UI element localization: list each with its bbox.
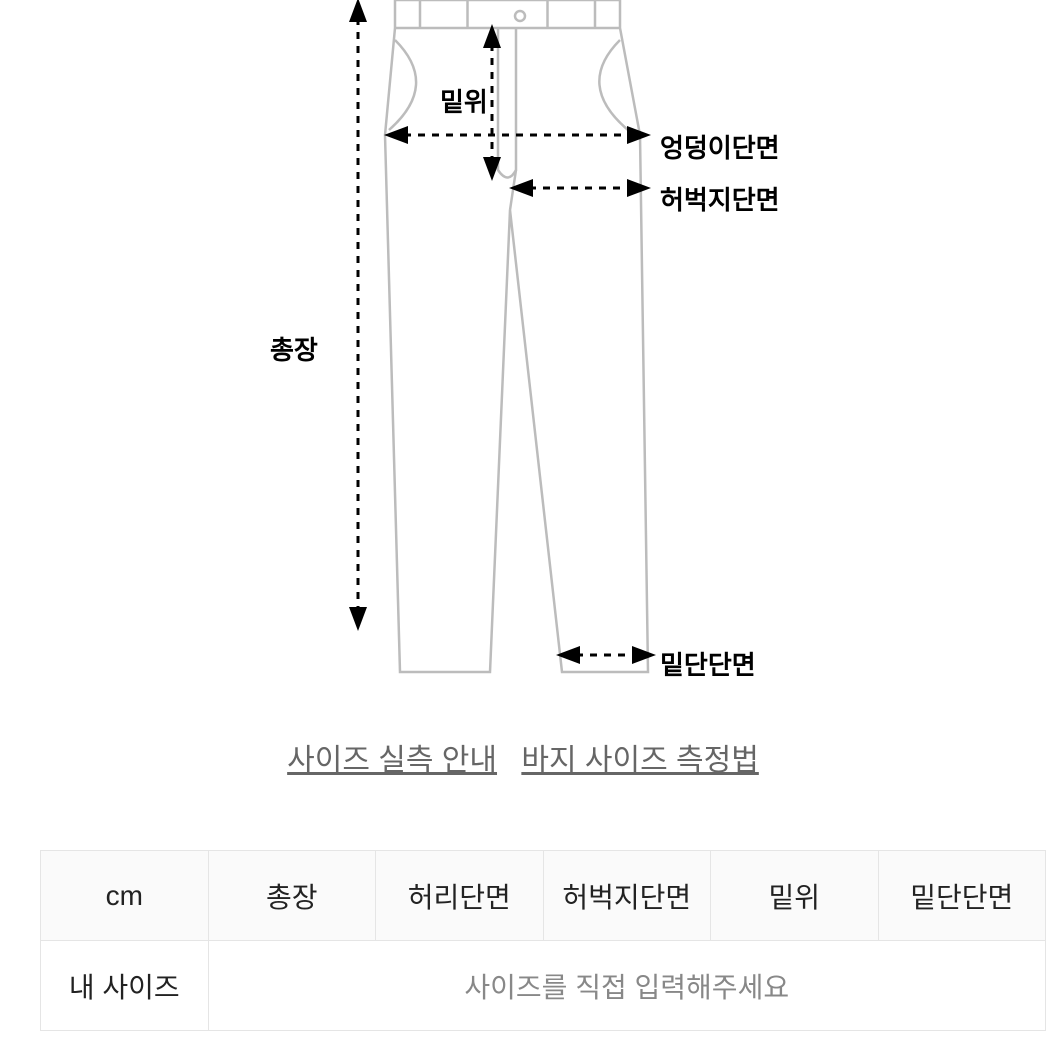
my-size-row: 내 사이즈 사이즈를 직접 입력해주세요: [41, 941, 1046, 1031]
label-thigh: 허벅지단면: [660, 180, 780, 217]
pants-measurement-diagram: 총장 밑위 엉덩이단면 허벅지단면 밑단단면: [0, 0, 1046, 720]
size-guide-link[interactable]: 사이즈 실측 안내: [287, 744, 497, 777]
label-rise: 밑위: [440, 82, 488, 119]
col-header: 밑단단면: [878, 851, 1046, 941]
size-table: cm 총장 허리단면 허벅지단면 밑위 밑단단면 내 사이즈 사이즈를 직접 입…: [40, 850, 1046, 1031]
col-header: 허벅지단면: [543, 851, 711, 941]
col-header: 밑위: [711, 851, 879, 941]
label-hip: 엉덩이단면: [660, 128, 780, 165]
col-header: 총장: [208, 851, 376, 941]
pants-svg: [0, 0, 1046, 720]
label-hem: 밑단단면: [660, 645, 756, 682]
my-size-input-placeholder[interactable]: 사이즈를 직접 입력해주세요: [208, 941, 1046, 1031]
label-total-length: 총장: [270, 330, 318, 367]
table-header-row: cm 총장 허리단면 허벅지단면 밑위 밑단단면: [41, 851, 1046, 941]
pants-measure-guide-link[interactable]: 바지 사이즈 측정법: [521, 744, 758, 777]
col-header: 허리단면: [376, 851, 544, 941]
my-size-label: 내 사이즈: [41, 941, 209, 1031]
unit-header: cm: [41, 851, 209, 941]
guide-links: 사이즈 실측 안내 바지 사이즈 측정법: [0, 735, 1046, 779]
